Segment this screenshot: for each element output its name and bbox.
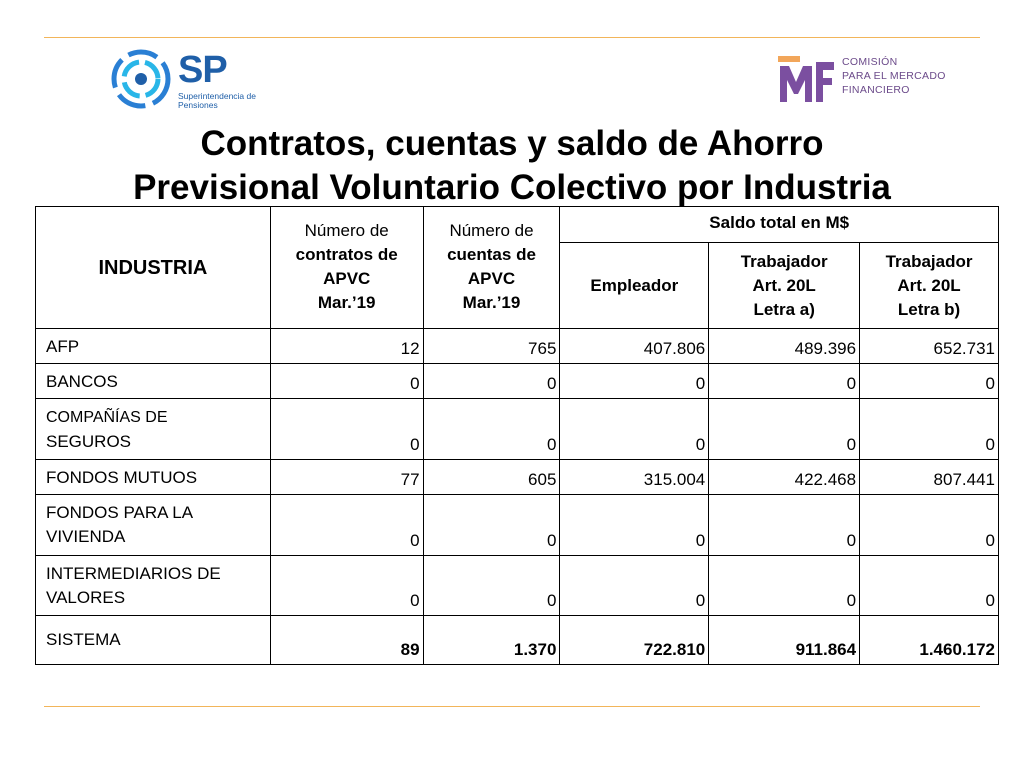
sp-logo: SP Superintendencia de Pensiones [106,44,266,114]
cell-contratos: 89 [269,614,424,666]
row-industry-name: FONDOS PARA LA VIVIENDA [35,494,271,556]
sp-logo-subtitle: Superintendencia de Pensiones [178,91,256,110]
header-contratos-l3: APVC [323,269,371,288]
sp-emblem-icon [111,49,171,109]
cell-trab-b: 652.731 [859,327,999,365]
cell-trab-a: 911.864 [708,614,861,666]
table-row-fondos-para-la-vivienda: FONDOS PARA LA VIVIENDA 0 0 0 0 0 [35,494,999,556]
cell-contratos: 12 [269,327,424,365]
header-contratos-l1: Número de [304,221,389,240]
cell-empleador: 722.810 [559,614,710,666]
header-trab-a-l3: Letra a) [753,299,815,319]
row-name-l2: VALORES [46,587,126,607]
header-contratos: Número de contratos de APVC Mar.’19 [269,206,424,329]
table-row-sistema-total: SISTEMA 89 1.370 722.810 911.864 1.460.1… [35,614,999,666]
header-trab-a-l2: Art. 20L [752,275,816,295]
cell-cuentas: 0 [422,494,561,556]
table-row-intermediarios-de-valores: INTERMEDIARIOS DE VALORES 0 0 0 0 0 [35,554,999,616]
cmf-emblem-icon [778,56,834,102]
cmf-line-2: PARA EL MERCADO [842,70,946,82]
cmf-logo: COMISIÓN PARA EL MERCADO FINANCIERO [776,52,946,112]
cell-trab-a: 0 [708,398,861,461]
row-industry-name: BANCOS [35,363,271,400]
table-row-afp: AFP 12 765 407.806 489.396 652.731 [35,327,999,365]
row-name-l2: SEGUROS [46,432,132,452]
header-trab-a-l1: Trabajador [740,251,828,271]
header-cuentas-l2: cuentas de [447,245,536,264]
cell-contratos: 0 [269,363,424,400]
cell-contratos: 0 [269,494,424,556]
row-name-l1: COMPAÑÍAS DE [46,409,168,427]
cell-contratos: 0 [269,398,424,461]
cell-empleador: 315.004 [559,459,710,496]
row-industry-name: FONDOS MUTUOS [35,459,271,496]
header-cuentas-l1: Número de [449,221,534,240]
cell-cuentas: 1.370 [422,614,561,666]
row-name-l1: INTERMEDIARIOS DE [46,563,221,583]
cell-cuentas: 0 [422,398,561,461]
cell-trab-b: 0 [859,398,999,461]
header-cuentas: Número de cuentas de APVC Mar.’19 [422,206,561,329]
header-trab-b-l3: Letra b) [897,299,961,319]
cell-trab-a: 0 [708,494,861,556]
cell-cuentas: 0 [422,363,561,400]
table-row-bancos: BANCOS 0 0 0 0 0 [35,363,999,400]
header-cuentas-l3: APVC [467,269,516,288]
header-trab-b-l2: Art. 20L [897,275,961,295]
cell-empleador: 0 [559,398,710,461]
row-name-l2: VIVIENDA [46,527,126,547]
cell-trab-a: 0 [708,363,861,400]
cell-trab-b: 0 [859,554,999,616]
top-divider [44,37,980,38]
header-industria: INDUSTRIA [35,206,271,329]
cell-empleador: 0 [559,363,710,400]
cell-trab-a: 0 [708,554,861,616]
cell-empleador: 0 [559,494,710,556]
header-contratos-l2: contratos de [295,245,398,264]
page-title: Contratos, cuentas y saldo de Ahorro Pre… [0,122,1024,210]
header-trab-b-l1: Trabajador [885,251,973,271]
cmf-line-3: FINANCIERO [842,84,910,96]
cell-contratos: 77 [269,459,424,496]
header-empleador: Empleador [559,242,710,329]
sp-logo-letters: SP [178,49,228,91]
header-cuentas-l4: Mar.’19 [462,293,521,312]
cell-trab-b: 1.460.172 [859,614,999,666]
table-row-companias-de-seguros: COMPAÑÍAS DE SEGUROS 0 0 0 0 0 [35,398,999,461]
header-trabajador-b: Trabajador Art. 20L Letra b) [859,242,999,329]
row-industry-name: AFP [35,327,271,365]
header-contratos-l4: Mar.’19 [317,293,376,312]
bottom-divider [44,706,980,707]
cell-trab-b: 0 [859,363,999,400]
title-line-1: Contratos, cuentas y saldo de Ahorro [200,124,824,163]
cell-contratos: 0 [269,554,424,616]
industry-table: INDUSTRIA Número de contratos de APVC Ma… [35,206,999,666]
cell-trab-b: 0 [859,494,999,556]
header-trabajador-a: Trabajador Art. 20L Letra a) [708,242,861,329]
cmf-line-1: COMISIÓN [842,56,898,68]
header-saldo-total: Saldo total en M$ [559,206,999,243]
cell-empleador: 0 [559,554,710,616]
cell-cuentas: 0 [422,554,561,616]
row-name-l1: FONDOS PARA LA [46,503,194,523]
cell-trab-b: 807.441 [859,459,999,496]
cell-empleador: 407.806 [559,327,710,365]
cell-cuentas: 765 [422,327,561,365]
row-industry-name: INTERMEDIARIOS DE VALORES [35,554,271,616]
cell-trab-a: 489.396 [708,327,861,365]
table-row-fondos-mutuos: FONDOS MUTUOS 77 605 315.004 422.468 807… [35,459,999,496]
row-industry-name: SISTEMA [35,614,271,666]
cmf-logo-text: COMISIÓN PARA EL MERCADO FINANCIERO [842,55,946,97]
row-industry-name: COMPAÑÍAS DE SEGUROS [35,398,271,461]
cell-cuentas: 605 [422,459,561,496]
title-line-2: Previsional Voluntario Colectivo por Ind… [133,168,891,207]
cell-trab-a: 422.468 [708,459,861,496]
